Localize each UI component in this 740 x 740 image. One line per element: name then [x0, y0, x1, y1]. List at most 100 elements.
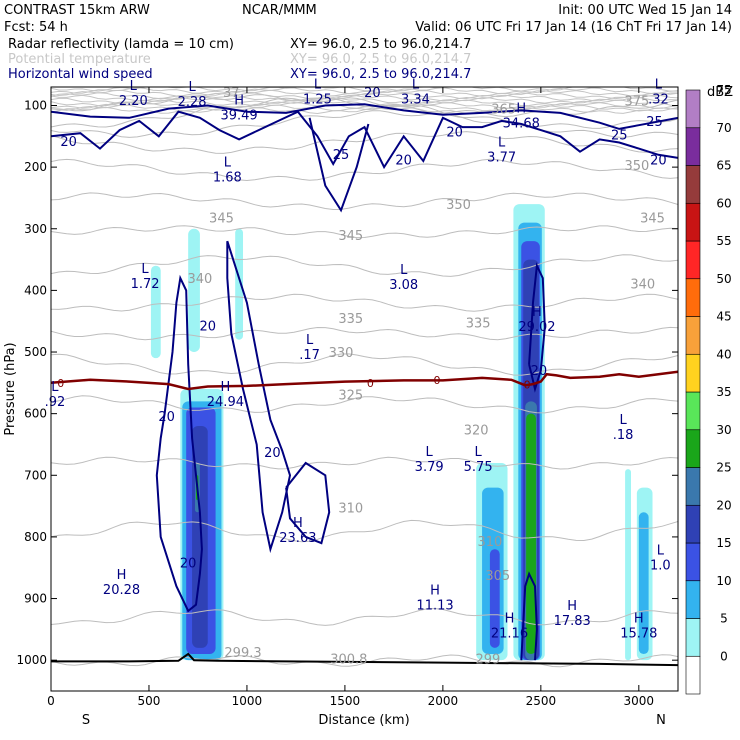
colorbar-swatch-60: [685, 202, 701, 242]
extremum-value: .92: [45, 395, 66, 410]
freezing-level-label: 0: [524, 379, 531, 392]
theta-label: 320: [464, 424, 489, 439]
wind-label: 20: [199, 319, 216, 334]
colorbar-level-label: 75: [716, 83, 731, 97]
colorbar-level-label: 50: [716, 272, 731, 286]
colorbar-swatch-45: [685, 316, 701, 355]
colorbar-level-label: 55: [716, 234, 731, 248]
extremum-value: 1.68: [213, 170, 242, 185]
theta-label: 305: [485, 569, 510, 584]
extremum-value: .18: [613, 428, 634, 443]
freezing-level-label: 0: [57, 377, 64, 390]
x-end-label-south: S: [82, 713, 90, 728]
colorbar-unit: dBZ: [707, 85, 733, 100]
y-tick-label: 800: [24, 530, 47, 544]
colorbar-level-label: 5: [720, 612, 728, 626]
reflectivity-cell-2: [235, 228, 244, 340]
theta-label: 345: [338, 229, 363, 244]
field-name-reflectivity: Radar reflectivity (lamda = 10 cm): [8, 37, 234, 52]
extremum-value: 3.79: [415, 460, 444, 475]
extremum-value: 2.28: [178, 95, 207, 110]
extremum-type-L: L: [655, 78, 663, 93]
x-tick-label: 3000: [624, 694, 655, 708]
x-end-label-north: N: [656, 713, 666, 728]
extremum-value: 1.72: [131, 277, 160, 292]
theta-label: 299: [476, 652, 501, 667]
extremum-value: 11.13: [416, 599, 453, 614]
header-title: CONTRAST 15km ARW: [4, 3, 150, 18]
colorbar-level-label: 60: [716, 196, 731, 210]
theta-contour-330: [51, 326, 678, 341]
colorbar-level-label: 15: [716, 536, 731, 550]
colorbar-swatch-65: [685, 165, 701, 204]
colorbar-level-label: 70: [716, 121, 731, 135]
y-tick-label: 300: [24, 222, 47, 236]
wind-speed-contour-6: [528, 262, 546, 393]
wind-label: 20: [395, 154, 412, 169]
plot-area: 345 345 345 350 340 340 335 335 330 325 320 310 310 3…: [45, 78, 679, 692]
theta-label: 330: [329, 346, 354, 361]
extremum-type-H: H: [234, 94, 244, 109]
wind-label: 20: [364, 86, 381, 101]
x-tick-label: 0: [47, 694, 55, 708]
theta-label: 365: [491, 103, 516, 118]
theta-contour-350: [51, 192, 678, 211]
colorbar-swatch-70: [685, 127, 701, 166]
wind-label: 25: [333, 148, 350, 163]
extremum-value: 1.25: [303, 93, 332, 108]
wind-speed-contour-2: [308, 117, 370, 213]
theta-contour-335: [51, 293, 678, 312]
extremum-type-H: H: [634, 611, 644, 626]
wind-label: 20: [650, 154, 667, 169]
extremum-type-L: L: [51, 380, 59, 395]
y-tick-label: 700: [24, 468, 47, 482]
header-valid: Valid: 06 UTC Fri 17 Jan 14 (16 ChT Fri …: [415, 20, 732, 35]
line-layer: [51, 370, 678, 667]
y-tick-label: 400: [24, 283, 47, 297]
extremum-type-L: L: [224, 155, 232, 170]
y-tick-label: 600: [24, 407, 47, 421]
extremum-value: 21.16: [491, 626, 528, 641]
reflectivity-cell-20: [638, 512, 649, 655]
extremum-type-L: L: [400, 263, 408, 278]
freezing-level-label: 0: [433, 374, 440, 387]
wind-speed-contour-4: [226, 240, 292, 554]
extremum-value: 17.83: [554, 614, 591, 629]
wind-label: 25: [611, 128, 628, 143]
theta-upper-contour: [51, 87, 678, 92]
wind-speed-contour-3: [155, 274, 203, 613]
extremum-type-H: H: [516, 102, 526, 117]
theta-contour-315: [51, 456, 678, 470]
x-tick-label: 1000: [232, 694, 263, 708]
y-tick-label: 500: [24, 345, 47, 359]
extremum-value: 23.63: [279, 531, 316, 546]
wind-label: 20: [158, 410, 175, 425]
field-xy-reflectivity: XY= 96.0, 2.5 to 96.0,214.7: [290, 37, 471, 52]
extremum-value: 5.75: [464, 460, 493, 475]
theta-contour-325: [51, 353, 678, 376]
wind-speed-contour-5: [285, 461, 331, 545]
colorbar-swatch-20: [685, 504, 701, 544]
theta-contour-340: [51, 254, 678, 277]
field-xy-theta: XY= 96.0, 2.5 to 96.0,214.7: [290, 52, 471, 67]
plot-frame: [50, 86, 679, 692]
theta-label: 325: [338, 388, 363, 403]
theta-label: 350: [446, 198, 471, 213]
extremum-value: 3.34: [401, 93, 430, 108]
header-center: NCAR/MMM: [242, 3, 317, 18]
colorbar-swatch-30: [685, 429, 701, 468]
extremum-value: 24.94: [207, 395, 244, 410]
theta-label: 350: [624, 159, 649, 174]
colorbar-swatch-35: [685, 391, 701, 431]
colorbar-level-label: 20: [716, 498, 731, 512]
extremum-value: 1.0: [650, 559, 671, 574]
wind-label: 20: [60, 135, 77, 150]
surface-line: [51, 652, 678, 667]
theta-label: 335: [338, 312, 363, 327]
reflectivity-cell-17: [526, 413, 536, 655]
x-axis-label: Distance (km): [318, 713, 409, 728]
colorbar-swatch-0: [685, 655, 701, 695]
colorbar-swatch-5: [685, 618, 701, 657]
